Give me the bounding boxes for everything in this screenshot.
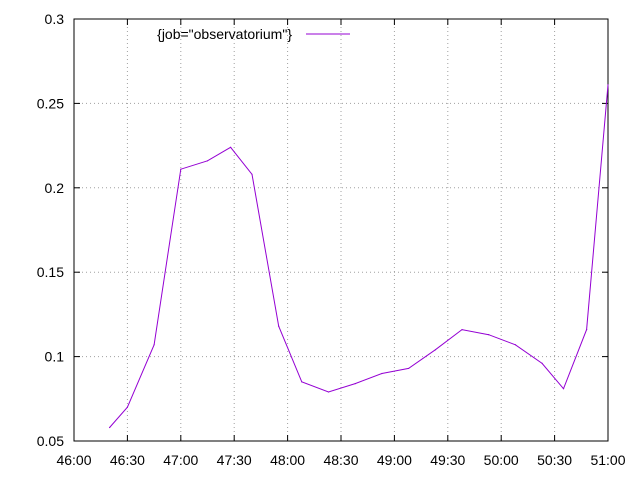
data-point <box>541 362 543 364</box>
y-tick-label: 0.2 <box>45 180 65 196</box>
data-point <box>434 349 436 351</box>
data-point <box>562 388 565 390</box>
data-point <box>153 344 155 346</box>
data-point <box>206 160 209 162</box>
data-point <box>230 146 232 148</box>
x-tick-label: 46:00 <box>56 452 91 468</box>
data-point <box>251 173 253 175</box>
data-point <box>408 367 410 370</box>
axis-ticks <box>73 18 609 442</box>
x-tick-label: 46:30 <box>110 452 145 468</box>
x-tick-label: 47:00 <box>163 452 198 468</box>
data-point <box>514 344 517 346</box>
data-point <box>607 84 609 86</box>
data-point <box>180 168 182 170</box>
data-point <box>354 383 356 385</box>
x-tick-label: 49:00 <box>377 452 412 468</box>
data-point <box>278 325 280 327</box>
data-point <box>327 391 330 393</box>
data-point <box>126 406 128 408</box>
x-tick-label: 50:00 <box>484 452 519 468</box>
y-tick-label: 0.05 <box>37 433 64 449</box>
series-layer <box>109 84 609 429</box>
legend: {job="observatorium"} <box>157 26 350 42</box>
x-tick-label: 51:00 <box>590 452 625 468</box>
x-tick-label: 50:30 <box>537 452 572 468</box>
data-point <box>586 328 588 331</box>
x-tick-label: 48:00 <box>270 452 305 468</box>
y-tick-label: 0.15 <box>37 264 64 280</box>
data-point <box>381 372 383 375</box>
data-point <box>109 426 111 429</box>
y-axis-tick-labels: 0.05 0.1 0.15 0.2 0.25 0.3 <box>37 11 64 449</box>
x-tick-label: 47:30 <box>217 452 252 468</box>
data-point <box>301 381 303 383</box>
y-tick-label: 0.3 <box>45 11 65 27</box>
x-tick-label: 48:30 <box>323 452 358 468</box>
series-line-0 <box>109 84 609 428</box>
legend-label: {job="observatorium"} <box>157 26 292 42</box>
data-point <box>461 328 463 331</box>
plot-frame <box>73 18 609 442</box>
y-tick-label: 0.1 <box>45 349 65 365</box>
y-tick-label: 0.25 <box>37 95 64 111</box>
x-tick-label: 49:30 <box>430 452 465 468</box>
x-axis-tick-labels: 46:00 46:30 47:00 47:30 48:00 48:30 49:00 49:30… <box>56 452 625 468</box>
grid-lines <box>74 19 608 441</box>
data-point <box>488 334 490 336</box>
